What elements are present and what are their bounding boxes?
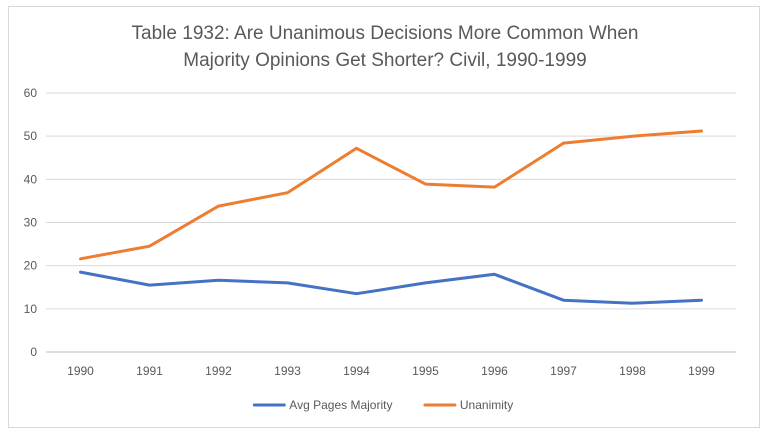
series-lines bbox=[79, 129, 703, 305]
x-tick-label-1994: 1994 bbox=[343, 364, 370, 378]
y-tick-label-20: 20 bbox=[24, 259, 38, 273]
x-tick-label-1997: 1997 bbox=[550, 364, 577, 378]
x-tick-label-1991: 1991 bbox=[136, 364, 163, 378]
y-tick-label-0: 0 bbox=[30, 345, 37, 359]
y-axis-tick-labels: 0 10 20 30 40 50 60 bbox=[24, 86, 38, 359]
series-line-unanimity bbox=[79, 129, 703, 261]
y-tick-label-50: 50 bbox=[24, 129, 38, 143]
x-tick-label-1992: 1992 bbox=[205, 364, 232, 378]
chart-title-line-1: Table 1932: Are Unanimous Decisions More… bbox=[132, 23, 639, 44]
legend-label-avg-pages-majority: Avg Pages Majority bbox=[289, 398, 392, 412]
legend: Avg Pages Majority Unanimity bbox=[252, 398, 513, 412]
y-tick-label-30: 30 bbox=[24, 216, 38, 230]
chart-title: Table 1932: Are Unanimous Decisions More… bbox=[132, 23, 639, 71]
y-tick-label-60: 60 bbox=[24, 86, 38, 100]
x-tick-label-1995: 1995 bbox=[412, 364, 439, 378]
gridlines bbox=[46, 92, 736, 353]
x-tick-label-1998: 1998 bbox=[619, 364, 646, 378]
chart-title-line-2: Majority Opinions Get Shorter? Civil, 19… bbox=[183, 50, 586, 71]
x-axis-tick-labels: 1990 1991 1992 1993 1994 1995 1996 1997 1998 1999 bbox=[67, 364, 715, 378]
x-tick-label-1990: 1990 bbox=[67, 364, 94, 378]
y-tick-label-40: 40 bbox=[24, 172, 38, 186]
series-line-avg-pages-majority bbox=[79, 270, 703, 305]
x-tick-label-1999: 1999 bbox=[688, 364, 715, 378]
y-tick-label-10: 10 bbox=[24, 302, 38, 316]
chart-frame bbox=[8, 6, 760, 428]
x-tick-label-1996: 1996 bbox=[481, 364, 508, 378]
x-tick-label-1993: 1993 bbox=[274, 364, 301, 378]
legend-label-unanimity: Unanimity bbox=[460, 398, 513, 412]
